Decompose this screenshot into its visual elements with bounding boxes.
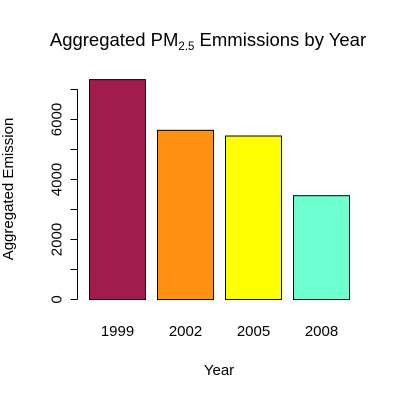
y-axis-ticks: 0 2000 4000 6000 xyxy=(49,89,78,304)
x-tick-label: 2008 xyxy=(305,323,338,340)
bar-2008 xyxy=(293,195,350,300)
bar-1999 xyxy=(89,79,146,300)
chart-title-suffix: Emmissions by Year xyxy=(194,29,366,50)
y-tick-label: 2000 xyxy=(49,223,66,256)
chart-title-subscript: 2.5 xyxy=(178,41,194,53)
y-tick-label: 4000 xyxy=(49,163,66,196)
x-axis-tick-labels: 1999 2002 2005 2008 xyxy=(101,323,338,340)
x-tick-label: 1999 xyxy=(101,323,134,340)
chart-title-prefix: Aggregated PM xyxy=(50,29,179,50)
y-tick-label: 0 xyxy=(49,295,66,303)
bar-2005 xyxy=(225,135,282,300)
bar-2002 xyxy=(157,129,214,300)
y-tick-label: 6000 xyxy=(49,103,66,136)
x-axis-label: Year xyxy=(204,362,234,379)
chart-title: Aggregated PM2.5 Emmissions by Year xyxy=(50,29,366,53)
x-tick-label: 2005 xyxy=(237,323,270,340)
x-tick-label: 2002 xyxy=(169,323,202,340)
y-axis-label: Aggregated Emission xyxy=(0,118,17,261)
bar-series xyxy=(89,79,350,300)
